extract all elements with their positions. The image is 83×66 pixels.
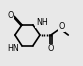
Text: NH: NH [36, 18, 48, 27]
Text: HN: HN [7, 43, 19, 53]
Text: O: O [7, 11, 14, 20]
Text: O: O [58, 22, 65, 31]
Text: O: O [48, 44, 54, 53]
